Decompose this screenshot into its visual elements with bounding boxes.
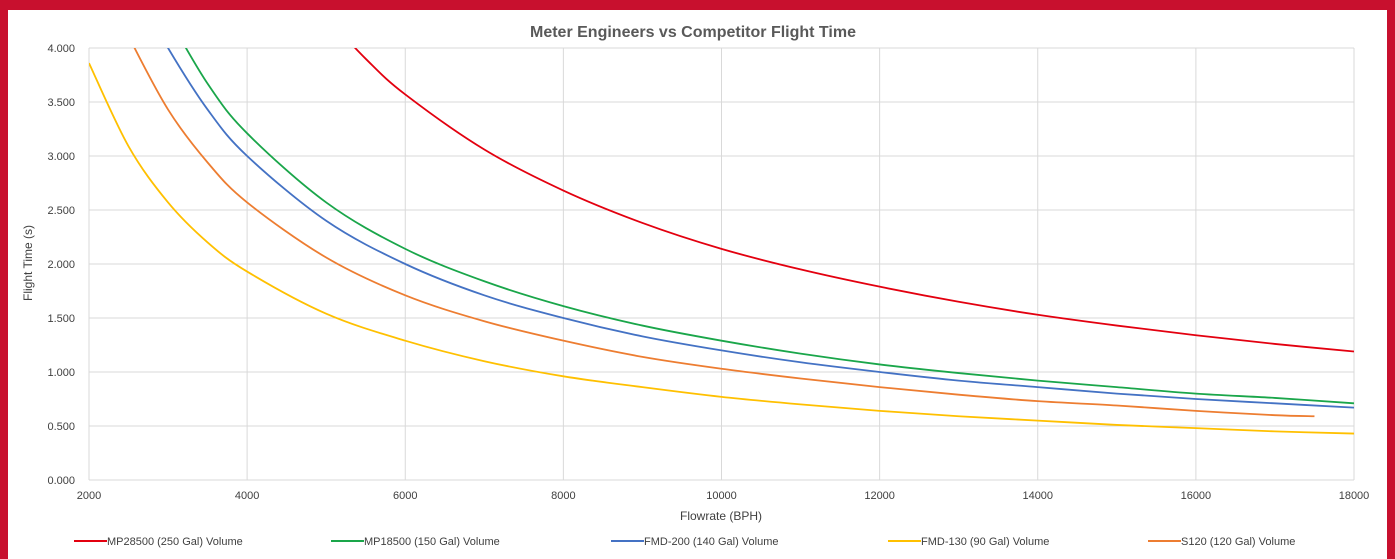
legend-label: MP18500 (150 Gal) Volume xyxy=(364,536,500,548)
legend-label: MP28500 (250 Gal) Volume xyxy=(107,536,243,548)
flight-time-chart: Meter Engineers vs Competitor Flight Tim… xyxy=(21,24,1369,548)
y-tick-label: 2.500 xyxy=(47,205,75,217)
y-tick-label: 2.000 xyxy=(47,259,75,271)
series-line-4 xyxy=(89,62,1354,435)
x-tick-label: 8000 xyxy=(551,490,575,502)
series-line-3 xyxy=(167,48,1354,409)
y-tick-label: 1.000 xyxy=(47,367,75,379)
grid-layer xyxy=(88,47,1355,481)
series-layer xyxy=(89,48,1354,435)
y-tick-label: 0.000 xyxy=(47,475,75,487)
series-line-2 xyxy=(184,48,1354,405)
y-tick-label: 3.500 xyxy=(47,97,75,109)
legend-label: FMD-130 (90 Gal) Volume xyxy=(921,536,1049,548)
legend-label: S120 (120 Gal) Volume xyxy=(1181,536,1295,548)
legend: MP28500 (250 Gal) Volume MP18500 (150 Gal… xyxy=(74,536,1295,548)
x-tick-label: 2000 xyxy=(77,490,101,502)
y-tick-label: 4.000 xyxy=(47,43,75,55)
chart-title: Meter Engineers vs Competitor Flight Tim… xyxy=(530,24,856,41)
x-axis-label: Flowrate (BPH) xyxy=(680,509,762,523)
y-tick-label: 3.000 xyxy=(47,151,75,163)
y-tick-label: 0.500 xyxy=(47,421,75,433)
x-tick-label: 18000 xyxy=(1339,490,1370,502)
x-tick-label: 16000 xyxy=(1181,490,1212,502)
tick-layer: 0.000 0.500 1.000 1.500 2.000 2.500 3.000 3.500… xyxy=(47,43,1369,502)
x-tick-label: 10000 xyxy=(706,490,737,502)
series-line-1 xyxy=(353,48,1354,353)
series-line-5 xyxy=(133,48,1315,418)
legend-label: FMD-200 (140 Gal) Volume xyxy=(644,536,779,548)
x-tick-label: 14000 xyxy=(1022,490,1053,502)
x-tick-label: 12000 xyxy=(864,490,895,502)
x-tick-label: 6000 xyxy=(393,490,417,502)
y-tick-label: 1.500 xyxy=(47,313,75,325)
x-tick-label: 4000 xyxy=(235,490,259,502)
chart-frame: Meter Engineers vs Competitor Flight Tim… xyxy=(8,10,1387,559)
y-axis-label: Flight Time (s) xyxy=(21,225,35,301)
